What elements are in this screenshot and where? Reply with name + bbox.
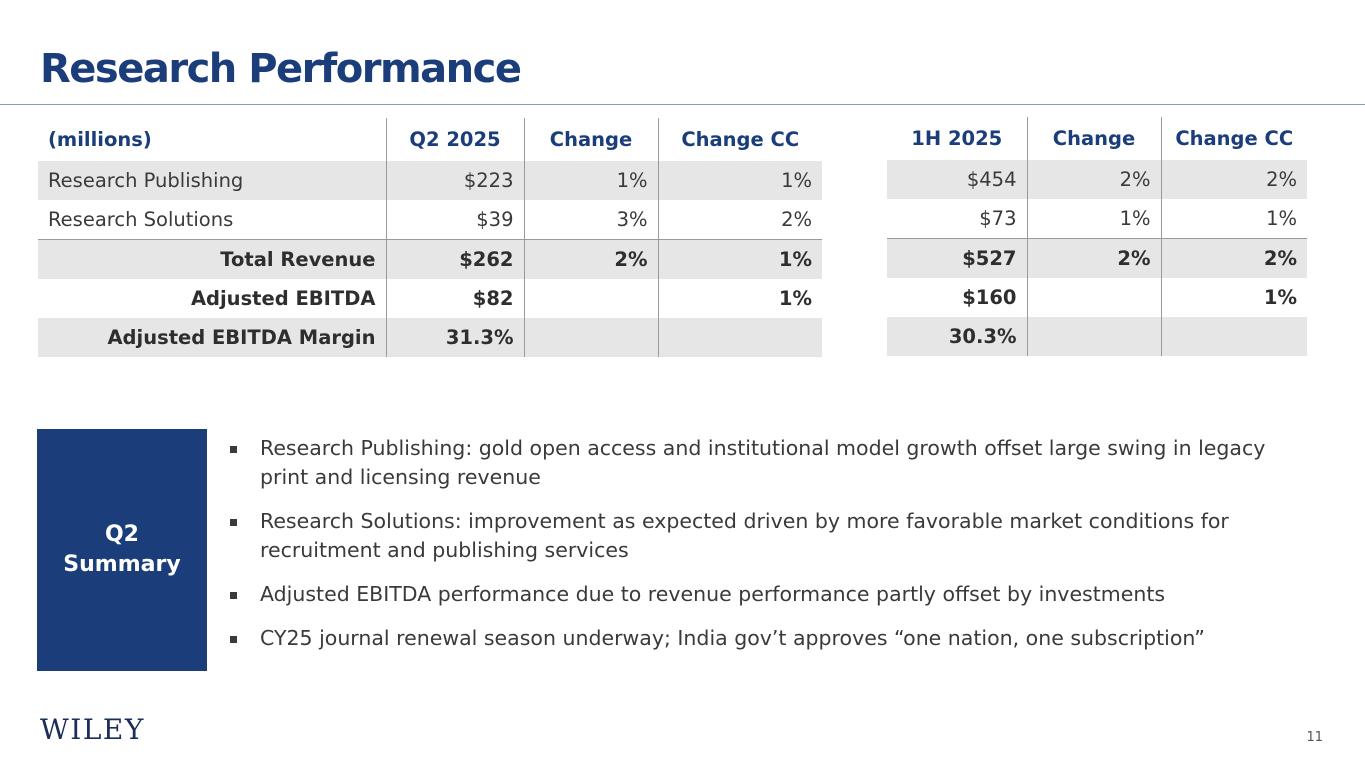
table-row: $454 2% 2% <box>887 160 1307 199</box>
table-cell: 30.3% <box>887 317 1028 356</box>
bullet-text: Research Publishing: gold open access an… <box>260 436 1266 489</box>
table-cell <box>1027 317 1162 356</box>
bullet-text: CY25 journal renewal season underway; In… <box>260 626 1205 650</box>
page-number: 11 <box>1306 730 1323 745</box>
table-row: Total Revenue $262 2% 1% <box>38 239 822 279</box>
table-cell: 2% <box>781 208 812 231</box>
table-row: $73 1% 1% <box>887 199 1307 239</box>
column-header: 1H 2025 <box>887 117 1028 160</box>
table-cell <box>1161 317 1307 356</box>
table-cell: $262 <box>386 239 525 279</box>
row-label: Adjusted EBITDA <box>38 279 387 318</box>
column-header: (millions) <box>38 118 387 161</box>
row-label: Research Solutions <box>38 200 387 240</box>
list-item: Adjusted EBITDA performance due to reven… <box>228 580 1308 609</box>
table-row: $160 1% <box>887 278 1307 317</box>
table-cell: $527 <box>887 238 1028 278</box>
row-label: Total Revenue <box>38 239 387 279</box>
column-header: Change CC <box>1175 127 1294 150</box>
table-header-row: 1H 2025 Change Change CC <box>887 117 1307 160</box>
title-divider <box>0 104 1365 105</box>
table-header-row: (millions) Q2 2025 Change Change CC <box>38 118 822 161</box>
table-cell: $73 <box>887 199 1028 239</box>
list-item: Research Publishing: gold open access an… <box>228 434 1308 492</box>
table-row: Adjusted EBITDA Margin 31.3% <box>38 318 822 357</box>
table-cell: 31.3% <box>386 318 525 357</box>
table-cell: 1% <box>778 287 812 310</box>
table-row: $527 2% 2% <box>887 238 1307 278</box>
square-bullet-icon <box>230 592 237 599</box>
bullet-text: Adjusted EBITDA performance due to reven… <box>260 582 1166 606</box>
table-cell: 2% <box>1161 160 1307 199</box>
table-cell: $223 <box>386 161 525 200</box>
table-cell: 1% <box>658 161 822 200</box>
table-cell: 1% <box>524 161 659 200</box>
table-cell: $454 <box>887 160 1028 199</box>
table-row: 30.3% <box>887 317 1307 356</box>
square-bullet-icon <box>230 446 237 453</box>
table-cell: 1% <box>1027 199 1162 239</box>
bullet-text: Research Solutions: improvement as expec… <box>260 509 1229 562</box>
table-cell <box>524 318 659 357</box>
table-cell: 3% <box>524 200 659 240</box>
column-header: Change CC <box>681 128 800 151</box>
list-item: Research Solutions: improvement as expec… <box>228 507 1308 565</box>
table-cell <box>658 318 822 357</box>
q2-results-table: (millions) Q2 2025 Change Change CC Rese… <box>38 118 822 357</box>
row-label: Adjusted EBITDA Margin <box>38 318 387 357</box>
summary-bullet-list: Research Publishing: gold open access an… <box>228 434 1308 668</box>
table-cell <box>524 279 659 318</box>
square-bullet-icon <box>230 636 237 643</box>
summary-label-line1: Q2 <box>104 522 139 547</box>
list-item: CY25 journal renewal season underway; In… <box>228 624 1308 653</box>
table-row: Adjusted EBITDA $82 1% <box>38 279 822 318</box>
table-cell: 1% <box>1266 207 1297 230</box>
column-header: Q2 2025 <box>386 118 525 161</box>
table-row: Research Publishing $223 1% 1% <box>38 161 822 200</box>
table-cell: 2% <box>1161 238 1307 278</box>
table-cell: 2% <box>1027 238 1162 278</box>
row-label: Research Publishing <box>38 161 387 200</box>
table-cell <box>1027 278 1162 317</box>
1h-results-table: 1H 2025 Change Change CC $454 2% 2% $73 … <box>887 117 1307 356</box>
table-cell: $39 <box>386 200 525 240</box>
column-header: Change <box>524 118 659 161</box>
table-cell: 1% <box>658 239 822 279</box>
q2-summary-label: Q2 Summary <box>37 429 207 671</box>
table-cell: $82 <box>386 279 525 318</box>
column-header: Change <box>1027 117 1162 160</box>
square-bullet-icon <box>230 519 237 526</box>
table-cell: 1% <box>1263 286 1297 309</box>
table-row: Research Solutions $39 3% 2% <box>38 200 822 240</box>
wiley-logo: WILEY <box>40 713 145 746</box>
page-title: Research Performance <box>40 46 522 92</box>
table-cell: $160 <box>887 278 1028 317</box>
table-cell: 2% <box>524 239 659 279</box>
table-cell: 2% <box>1027 160 1162 199</box>
summary-label-line2: Summary <box>63 552 181 577</box>
